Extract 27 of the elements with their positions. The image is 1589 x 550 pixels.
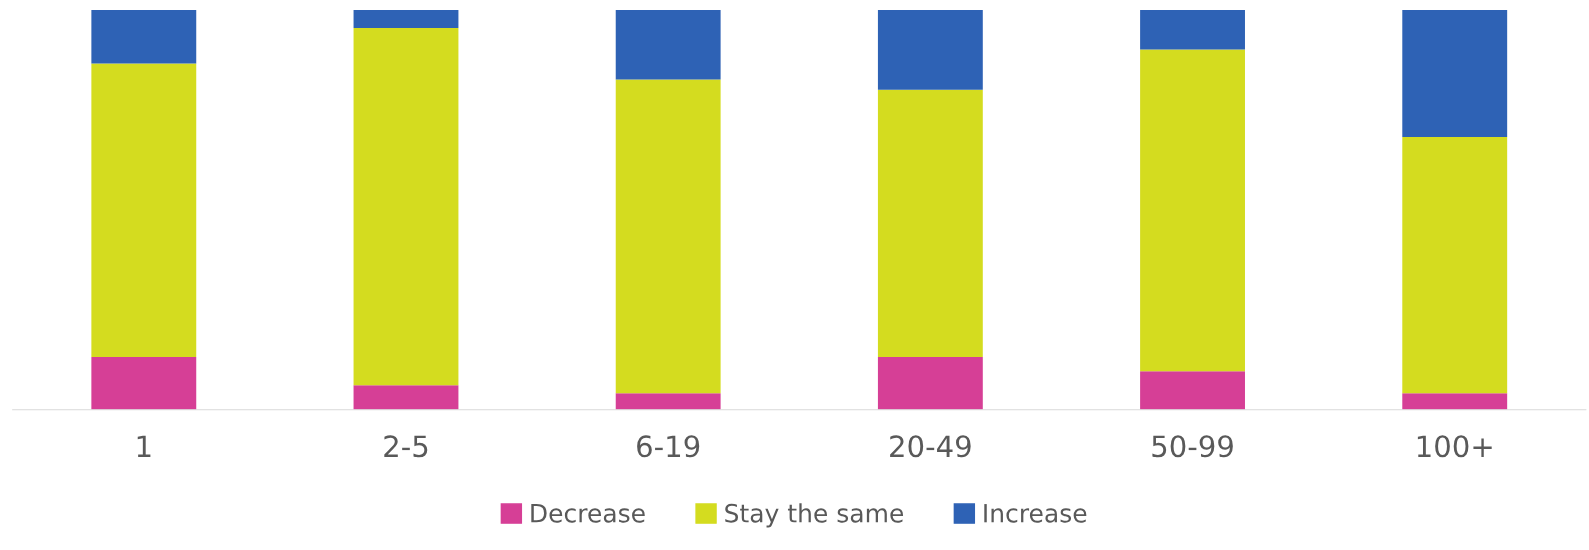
bar	[1140, 9, 1245, 50]
legend-label: Stay the same	[725, 503, 904, 528]
bar	[91, 9, 197, 64]
bar	[877, 9, 983, 90]
bar	[353, 27, 459, 386]
x-tick-label: 50-99	[1152, 435, 1233, 458]
legend-label: Decrease	[531, 504, 645, 523]
x-tick-label: 6-19	[637, 435, 700, 458]
bar	[1140, 371, 1245, 410]
x-tick-label: 1	[137, 435, 151, 457]
bar	[615, 393, 721, 410]
bar	[615, 79, 721, 394]
bar	[877, 89, 983, 357]
x-tick-label: 100+	[1417, 435, 1492, 458]
bar	[91, 63, 197, 357]
bar	[1140, 49, 1245, 372]
bar	[353, 9, 459, 28]
bar	[1402, 9, 1508, 138]
bar	[1402, 137, 1508, 394]
x-tick-label: 2-5	[384, 435, 428, 458]
legend-label: Increase	[984, 504, 1087, 523]
bar	[91, 356, 197, 410]
bar	[877, 356, 983, 410]
bar	[353, 385, 459, 410]
bar	[615, 9, 721, 80]
bar	[1402, 393, 1508, 410]
x-tick-label: 20-49	[890, 435, 971, 458]
